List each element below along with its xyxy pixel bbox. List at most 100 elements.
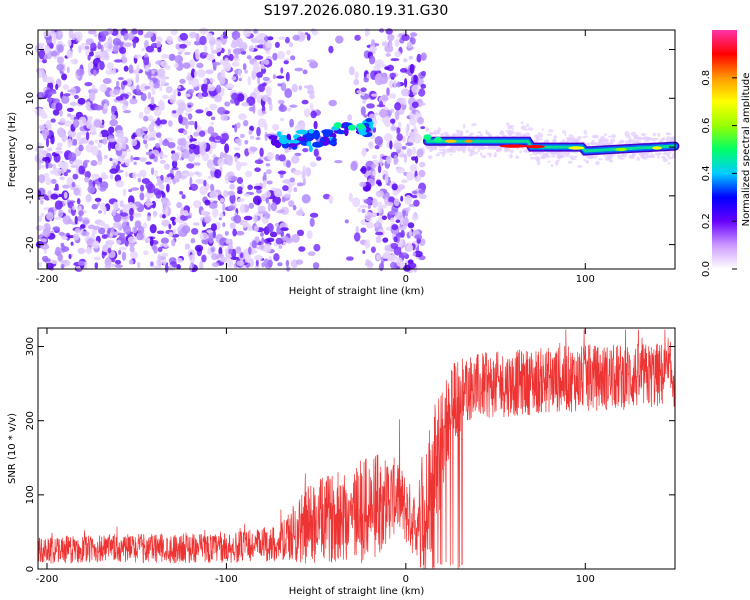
noise-speck — [254, 167, 261, 172]
noise-speck — [371, 163, 376, 169]
spectrogram-x-label: Height of straight line (km) — [289, 286, 425, 297]
noise-speck — [396, 166, 406, 174]
halo-speck — [558, 151, 562, 154]
noise-speck — [96, 201, 100, 207]
noise-speck — [256, 71, 263, 78]
noise-speck — [407, 222, 415, 229]
noise-speck — [209, 183, 215, 190]
noise-speck — [215, 84, 222, 94]
noise-speck — [376, 212, 380, 216]
noise-speck — [59, 118, 66, 124]
noise-speck — [184, 119, 189, 130]
noise-speck — [132, 172, 137, 179]
noise-speck — [414, 155, 419, 164]
noise-speck — [210, 247, 215, 253]
noise-speck — [280, 67, 284, 74]
noise-speck — [262, 76, 270, 81]
noise-speck — [66, 107, 74, 112]
halo-speck — [480, 133, 483, 137]
halo-speck — [494, 152, 497, 158]
noise-speck — [146, 215, 151, 222]
noise-speck — [181, 194, 186, 200]
noise-speck — [174, 62, 179, 68]
noise-speck — [218, 247, 223, 256]
noise-speck — [99, 83, 108, 93]
noise-speck — [393, 79, 397, 89]
noise-speck — [177, 85, 182, 89]
noise-speck — [162, 258, 167, 267]
noise-speck — [219, 151, 224, 160]
noise-speck — [87, 224, 96, 230]
noise-speck — [160, 54, 170, 59]
noise-speck — [119, 47, 127, 54]
noise-speck — [98, 227, 106, 235]
noise-speck — [254, 159, 264, 164]
noise-speck — [129, 207, 134, 217]
noise-speck — [110, 114, 117, 120]
noise-speck — [409, 164, 418, 172]
noise-speck — [112, 67, 116, 76]
noise-speck — [91, 203, 98, 210]
noise-speck — [45, 177, 52, 186]
halo-speck — [530, 156, 535, 160]
noise-speck — [313, 148, 319, 157]
noise-speck — [296, 209, 304, 216]
noise-speck — [37, 42, 45, 48]
noise-speck — [244, 252, 251, 262]
noise-speck — [127, 32, 135, 41]
halo-speck — [506, 122, 510, 126]
noise-speck — [72, 173, 79, 180]
noise-speck — [168, 231, 174, 238]
noise-speck — [108, 138, 116, 143]
noise-speck — [247, 76, 252, 86]
noise-speck — [335, 35, 344, 44]
noise-speck — [143, 115, 149, 122]
noise-speck — [114, 142, 123, 151]
noise-speck — [215, 255, 220, 260]
halo-speck — [624, 140, 631, 145]
noise-speck — [364, 239, 371, 250]
noise-speck — [176, 226, 181, 232]
noise-speck — [379, 76, 388, 85]
noise-speck — [67, 201, 74, 209]
noise-speck — [239, 252, 244, 259]
noise-speck — [52, 98, 60, 104]
noise-speck — [78, 187, 82, 197]
noise-speck — [92, 240, 100, 249]
noise-speck — [179, 78, 186, 84]
colorbar-tick-label: 0.0 — [701, 261, 712, 277]
noise-speck — [181, 149, 190, 159]
noise-speck — [231, 30, 241, 40]
noise-speck — [202, 141, 207, 150]
noise-speck — [157, 254, 162, 263]
noise-speck — [152, 211, 158, 217]
noise-speck — [176, 264, 181, 270]
noise-speck — [165, 86, 173, 94]
noise-speck — [244, 140, 249, 145]
noise-speck — [74, 228, 81, 234]
noise-speck — [303, 108, 311, 118]
noise-speck — [359, 204, 368, 209]
noise-speck — [93, 119, 102, 128]
noise-speck — [191, 228, 199, 235]
noise-speck — [211, 262, 220, 268]
noise-speck — [289, 118, 294, 128]
noise-speck — [245, 170, 253, 178]
noise-speck — [161, 252, 169, 257]
noise-speck — [124, 42, 132, 47]
noise-speck — [58, 209, 64, 218]
noise-speck — [353, 232, 361, 242]
noise-speck — [203, 179, 207, 187]
halo-speck — [638, 141, 642, 144]
noise-speck — [307, 251, 316, 257]
noise-speck — [366, 73, 371, 79]
noise-speck — [107, 247, 112, 254]
noise-speck — [89, 51, 94, 57]
halo-speck — [511, 127, 514, 130]
noise-speck — [400, 229, 405, 238]
noise-speck — [390, 261, 397, 269]
noise-speck — [278, 104, 288, 112]
noise-speck — [363, 198, 373, 205]
halo-speck — [600, 135, 606, 141]
noise-speck — [366, 166, 371, 172]
